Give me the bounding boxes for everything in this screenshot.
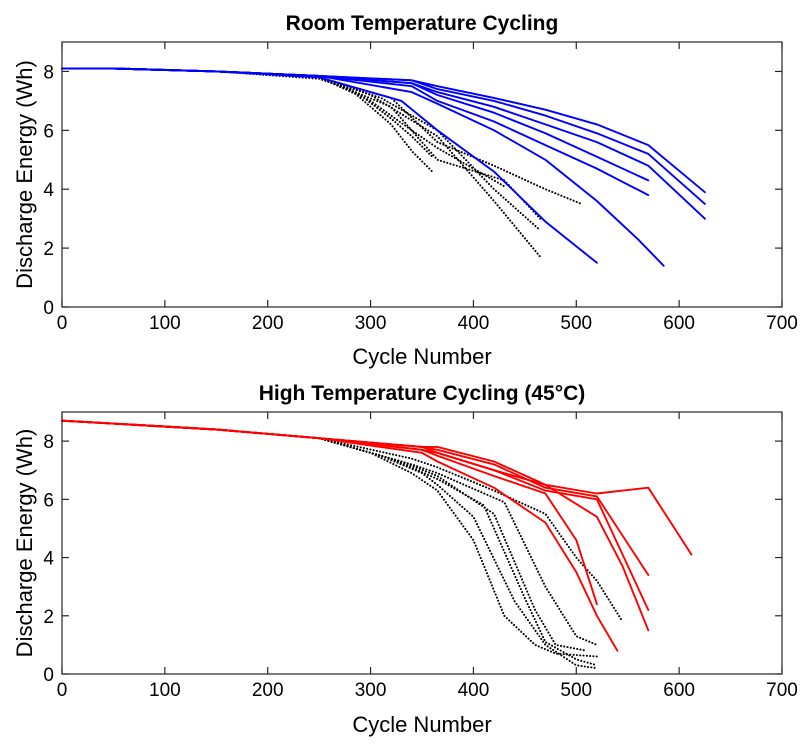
series-line-9 — [61, 419, 650, 632]
series-line-12 — [61, 419, 693, 556]
y-axis-label: Discharge Energy (Wh) — [12, 60, 37, 289]
series-line-8 — [61, 67, 598, 264]
chart-panel-2: 0 100 200 300 400 500 600 700 0 2 4 6 8 High Temperat… — [12, 382, 798, 737]
x-tick-label: 700 — [766, 680, 798, 701]
series-line-1 — [61, 67, 434, 173]
chart-title: High Temperature Cycling (45°C) — [259, 382, 586, 405]
x-tick-label: 700 — [766, 313, 798, 334]
x-tick-label: 500 — [560, 313, 592, 334]
y-tick-label: 4 — [43, 549, 54, 570]
series-line-9 — [61, 67, 665, 267]
y-axis-label: Discharge Energy (Wh) — [12, 429, 37, 658]
x-tick-label: 500 — [560, 680, 592, 701]
series-line-13 — [61, 67, 706, 205]
plot-area-frame — [61, 411, 783, 675]
series-line-1 — [61, 419, 598, 658]
x-tick-label: 400 — [458, 313, 490, 334]
series-line-6 — [61, 419, 624, 623]
y-tick-label: 8 — [43, 62, 54, 83]
series-line-11 — [61, 67, 650, 182]
series-line-14 — [61, 67, 706, 194]
y-tick-label: 2 — [43, 607, 54, 628]
x-tick-label: 400 — [458, 680, 490, 701]
x-tick-label: 600 — [663, 313, 695, 334]
x-axis-label: Cycle Number — [352, 712, 491, 737]
x-tick-label: 600 — [663, 680, 695, 701]
x-tick-label: 0 — [57, 680, 68, 701]
series-line-3 — [61, 419, 598, 667]
series-line-5 — [61, 419, 598, 646]
chart-title: Room Temperature Cycling — [286, 12, 559, 35]
series-line-4 — [61, 419, 588, 652]
y-tick-label: 2 — [43, 239, 54, 260]
x-tick-label: 200 — [252, 313, 284, 334]
series-line-12 — [61, 67, 706, 220]
series-line-8 — [61, 419, 598, 606]
x-tick-label: 300 — [355, 313, 387, 334]
x-tick-label: 300 — [355, 680, 387, 701]
plot-area-frame — [61, 41, 783, 308]
x-tick-label: 0 — [57, 313, 68, 334]
series-line-2 — [61, 419, 598, 670]
y-tick-label: 0 — [43, 298, 54, 319]
y-tick-label: 0 — [43, 665, 54, 686]
y-tick-label: 6 — [43, 490, 54, 511]
x-axis-label: Cycle Number — [352, 344, 491, 369]
y-tick-label: 8 — [43, 432, 54, 453]
x-tick-label: 200 — [252, 680, 284, 701]
y-tick-label: 4 — [43, 180, 54, 201]
y-tick-label: 6 — [43, 121, 54, 142]
series-line-6 — [61, 67, 542, 220]
x-tick-label: 100 — [149, 680, 181, 701]
x-tick-label: 100 — [149, 313, 181, 334]
chart-panel-1: 0 100 200 300 400 500 600 700 0 2 4 6 8 Room Temperat… — [12, 12, 798, 369]
